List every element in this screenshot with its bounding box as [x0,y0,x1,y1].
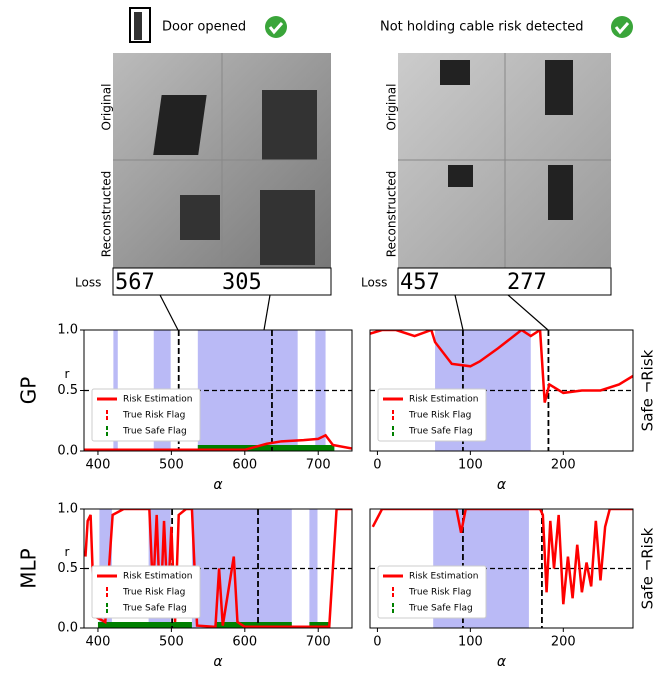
x-tick-label: 700 [306,458,331,473]
legend-box [377,388,487,442]
risk-line [370,330,633,403]
axes-frame [369,329,634,452]
image-detail [180,195,220,240]
image-panel [397,16,633,296]
right-axis-label: Safe ¬Risk [639,349,657,431]
legend-label: True Safe Flag [408,427,473,437]
legend-box [91,388,201,442]
legend-label: Risk Estimation [123,572,192,582]
x-axis-label: α [497,654,507,670]
loss-box [112,267,332,296]
check-icon [614,22,630,35]
loss-label: Loss [75,276,101,290]
image-detail [260,190,315,265]
legend-box [377,565,487,619]
right-axis-label: Safe ¬Risk [639,527,657,609]
y-tick-label: 0.0 [57,444,78,459]
legend-label: Risk Estimation [123,395,192,405]
image-detail [545,60,573,115]
image-detail [448,165,473,187]
legend-label: True Safe Flag [408,604,473,614]
loss-value: 277 [507,270,547,295]
legend-label: True Risk Flag [122,588,185,598]
x-axis-label: α [213,477,223,493]
legend-label: True Safe Flag [122,427,187,437]
check-icon [268,22,284,35]
x-tick-label: 500 [159,635,184,650]
legend-label: True Risk Flag [408,411,471,421]
image-detail [262,90,317,160]
x-tick-label: 600 [232,458,257,473]
loss-value: 457 [400,270,440,295]
caption: Not holding cable risk detected [380,20,584,35]
image-detail [153,95,207,155]
x-tick-label: 400 [86,635,111,650]
legend-box [91,565,201,619]
legend-label: Risk Estimation [409,572,478,582]
door-icon [134,12,142,40]
y-tick-label: 1.0 [57,323,78,338]
x-tick-label: 500 [159,458,184,473]
x-tick-label: 100 [458,458,483,473]
y-tick-label: 0.5 [57,561,78,576]
x-tick-label: 200 [551,458,576,473]
risk-flag-region [309,509,318,628]
image-detail [440,60,470,85]
row-label: Original [100,84,114,131]
legend-label: True Risk Flag [408,588,471,598]
check-icon [265,16,287,38]
loss-box [397,267,612,296]
image-detail [548,165,573,220]
connector-lines [159,294,549,331]
y-axis-label: MLP [17,548,41,588]
axes-frame [369,508,634,629]
x-tick-label: 0 [373,635,381,650]
x-tick-label: 0 [373,458,381,473]
y-tick-label: 0.5 [57,383,78,398]
x-tick-label: 200 [551,635,576,650]
safe-flag-region [97,622,192,628]
row-label: Reconstructed [100,171,114,258]
plot-area [84,330,352,451]
risk-line [371,509,633,605]
x-tick-label: 100 [458,635,483,650]
legend-label: True Safe Flag [122,604,187,614]
y-axis-label: GP [17,377,41,405]
row-label: Original [385,84,399,131]
risk-line [84,433,352,451]
legend-label: Risk Estimation [409,395,478,405]
x-axis-label: α [213,654,223,670]
x-tick-label: 600 [232,635,257,650]
loss-label: Loss [361,276,387,290]
legend-label: True Risk Flag [122,411,185,421]
row-label: Reconstructed [385,171,399,258]
safe-flag-region [215,622,292,628]
x-axis-label: α [497,477,507,493]
loss-value: 567 [115,270,155,295]
y-axis-sublabel: r [65,545,70,559]
check-icon [611,16,633,38]
y-tick-label: 0.0 [57,621,78,636]
image-panel [112,7,332,296]
x-tick-label: 400 [86,458,111,473]
safe-flag-region [197,445,335,451]
x-tick-label: 700 [306,635,331,650]
caption: Door opened [162,20,246,35]
y-axis-sublabel: r [65,367,70,381]
loss-value: 305 [222,270,262,295]
safe-flag-region [309,622,330,628]
y-tick-label: 1.0 [57,502,78,517]
